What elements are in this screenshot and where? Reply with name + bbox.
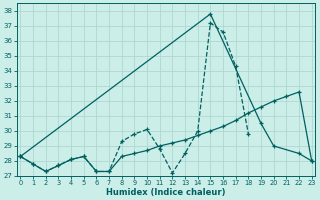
X-axis label: Humidex (Indice chaleur): Humidex (Indice chaleur) [106, 188, 226, 197]
